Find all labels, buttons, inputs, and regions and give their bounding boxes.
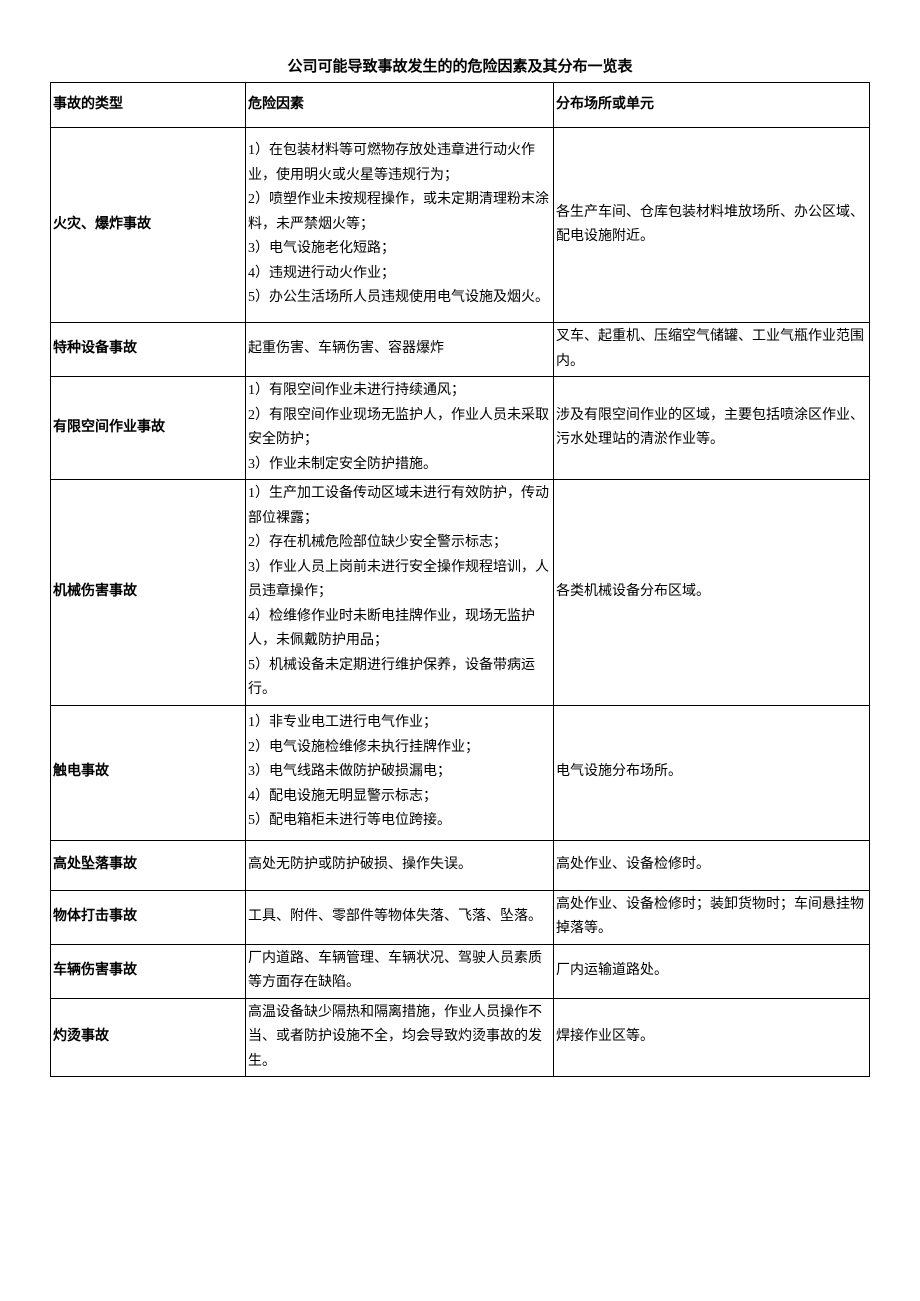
table-row: 机械伤害事故1）生产加工设备传动区域未进行有效防护，传动部位裸露； 2）存在机械… [51, 480, 870, 706]
cell-location: 高处作业、设备检修时。 [554, 840, 870, 890]
table-row: 特种设备事故起重伤害、车辆伤害、容器爆炸叉车、起重机、压缩空气储罐、工业气瓶作业… [51, 323, 870, 377]
cell-location: 各类机械设备分布区域。 [554, 480, 870, 706]
table-row: 车辆伤害事故厂内道路、车辆管理、车辆状况、驾驶人员素质等方面存在缺陷。厂内运输道… [51, 944, 870, 998]
cell-risk-factor: 1）有限空间作业未进行持续通风； 2）有限空间作业现场无监护人，作业人员未采取安… [246, 377, 554, 480]
table-row: 灼烫事故高温设备缺少隔热和隔离措施，作业人员操作不当、或者防护设施不全，均会导致… [51, 998, 870, 1077]
table-row: 触电事故1）非专业电工进行电气作业； 2）电气设施检维修未执行挂牌作业； 3）电… [51, 705, 870, 840]
cell-location: 高处作业、设备检修时；装卸货物时；车间悬挂物掉落等。 [554, 890, 870, 944]
cell-risk-factor: 高温设备缺少隔热和隔离措施，作业人员操作不当、或者防护设施不全，均会导致灼烫事故… [246, 998, 554, 1077]
cell-accident-type: 火灾、爆炸事故 [51, 128, 246, 323]
cell-risk-factor: 1）生产加工设备传动区域未进行有效防护，传动部位裸露； 2）存在机械危险部位缺少… [246, 480, 554, 706]
cell-risk-factor: 起重伤害、车辆伤害、容器爆炸 [246, 323, 554, 377]
cell-accident-type: 车辆伤害事故 [51, 944, 246, 998]
header-risk-factor: 危险因素 [246, 83, 554, 128]
risk-table: 事故的类型 危险因素 分布场所或单元 火灾、爆炸事故1）在包装材料等可燃物存放处… [50, 82, 870, 1077]
cell-location: 涉及有限空间作业的区域，主要包括喷涂区作业、污水处理站的清淤作业等。 [554, 377, 870, 480]
cell-risk-factor: 工具、附件、零部件等物体失落、飞落、坠落。 [246, 890, 554, 944]
cell-location: 厂内运输道路处。 [554, 944, 870, 998]
cell-risk-factor: 1）在包装材料等可燃物存放处违章进行动火作业，使用明火或火星等违规行为； 2）喷… [246, 128, 554, 323]
cell-accident-type: 触电事故 [51, 705, 246, 840]
header-accident-type: 事故的类型 [51, 83, 246, 128]
cell-location: 各生产车间、仓库包装材料堆放场所、办公区域、配电设施附近。 [554, 128, 870, 323]
table-row: 有限空间作业事故1）有限空间作业未进行持续通风； 2）有限空间作业现场无监护人，… [51, 377, 870, 480]
cell-risk-factor: 1）非专业电工进行电气作业； 2）电气设施检维修未执行挂牌作业； 3）电气线路未… [246, 705, 554, 840]
page-title: 公司可能导致事故发生的的危险因素及其分布一览表 [50, 55, 870, 76]
cell-accident-type: 特种设备事故 [51, 323, 246, 377]
cell-accident-type: 物体打击事故 [51, 890, 246, 944]
cell-accident-type: 有限空间作业事故 [51, 377, 246, 480]
cell-location: 焊接作业区等。 [554, 998, 870, 1077]
table-header-row: 事故的类型 危险因素 分布场所或单元 [51, 83, 870, 128]
table-row: 高处坠落事故高处无防护或防护破损、操作失误。高处作业、设备检修时。 [51, 840, 870, 890]
table-row: 物体打击事故工具、附件、零部件等物体失落、飞落、坠落。高处作业、设备检修时；装卸… [51, 890, 870, 944]
table-row: 火灾、爆炸事故1）在包装材料等可燃物存放处违章进行动火作业，使用明火或火星等违规… [51, 128, 870, 323]
cell-accident-type: 灼烫事故 [51, 998, 246, 1077]
header-location: 分布场所或单元 [554, 83, 870, 128]
cell-risk-factor: 高处无防护或防护破损、操作失误。 [246, 840, 554, 890]
cell-location: 叉车、起重机、压缩空气储罐、工业气瓶作业范围内。 [554, 323, 870, 377]
cell-risk-factor: 厂内道路、车辆管理、车辆状况、驾驶人员素质等方面存在缺陷。 [246, 944, 554, 998]
cell-accident-type: 高处坠落事故 [51, 840, 246, 890]
cell-accident-type: 机械伤害事故 [51, 480, 246, 706]
cell-location: 电气设施分布场所。 [554, 705, 870, 840]
